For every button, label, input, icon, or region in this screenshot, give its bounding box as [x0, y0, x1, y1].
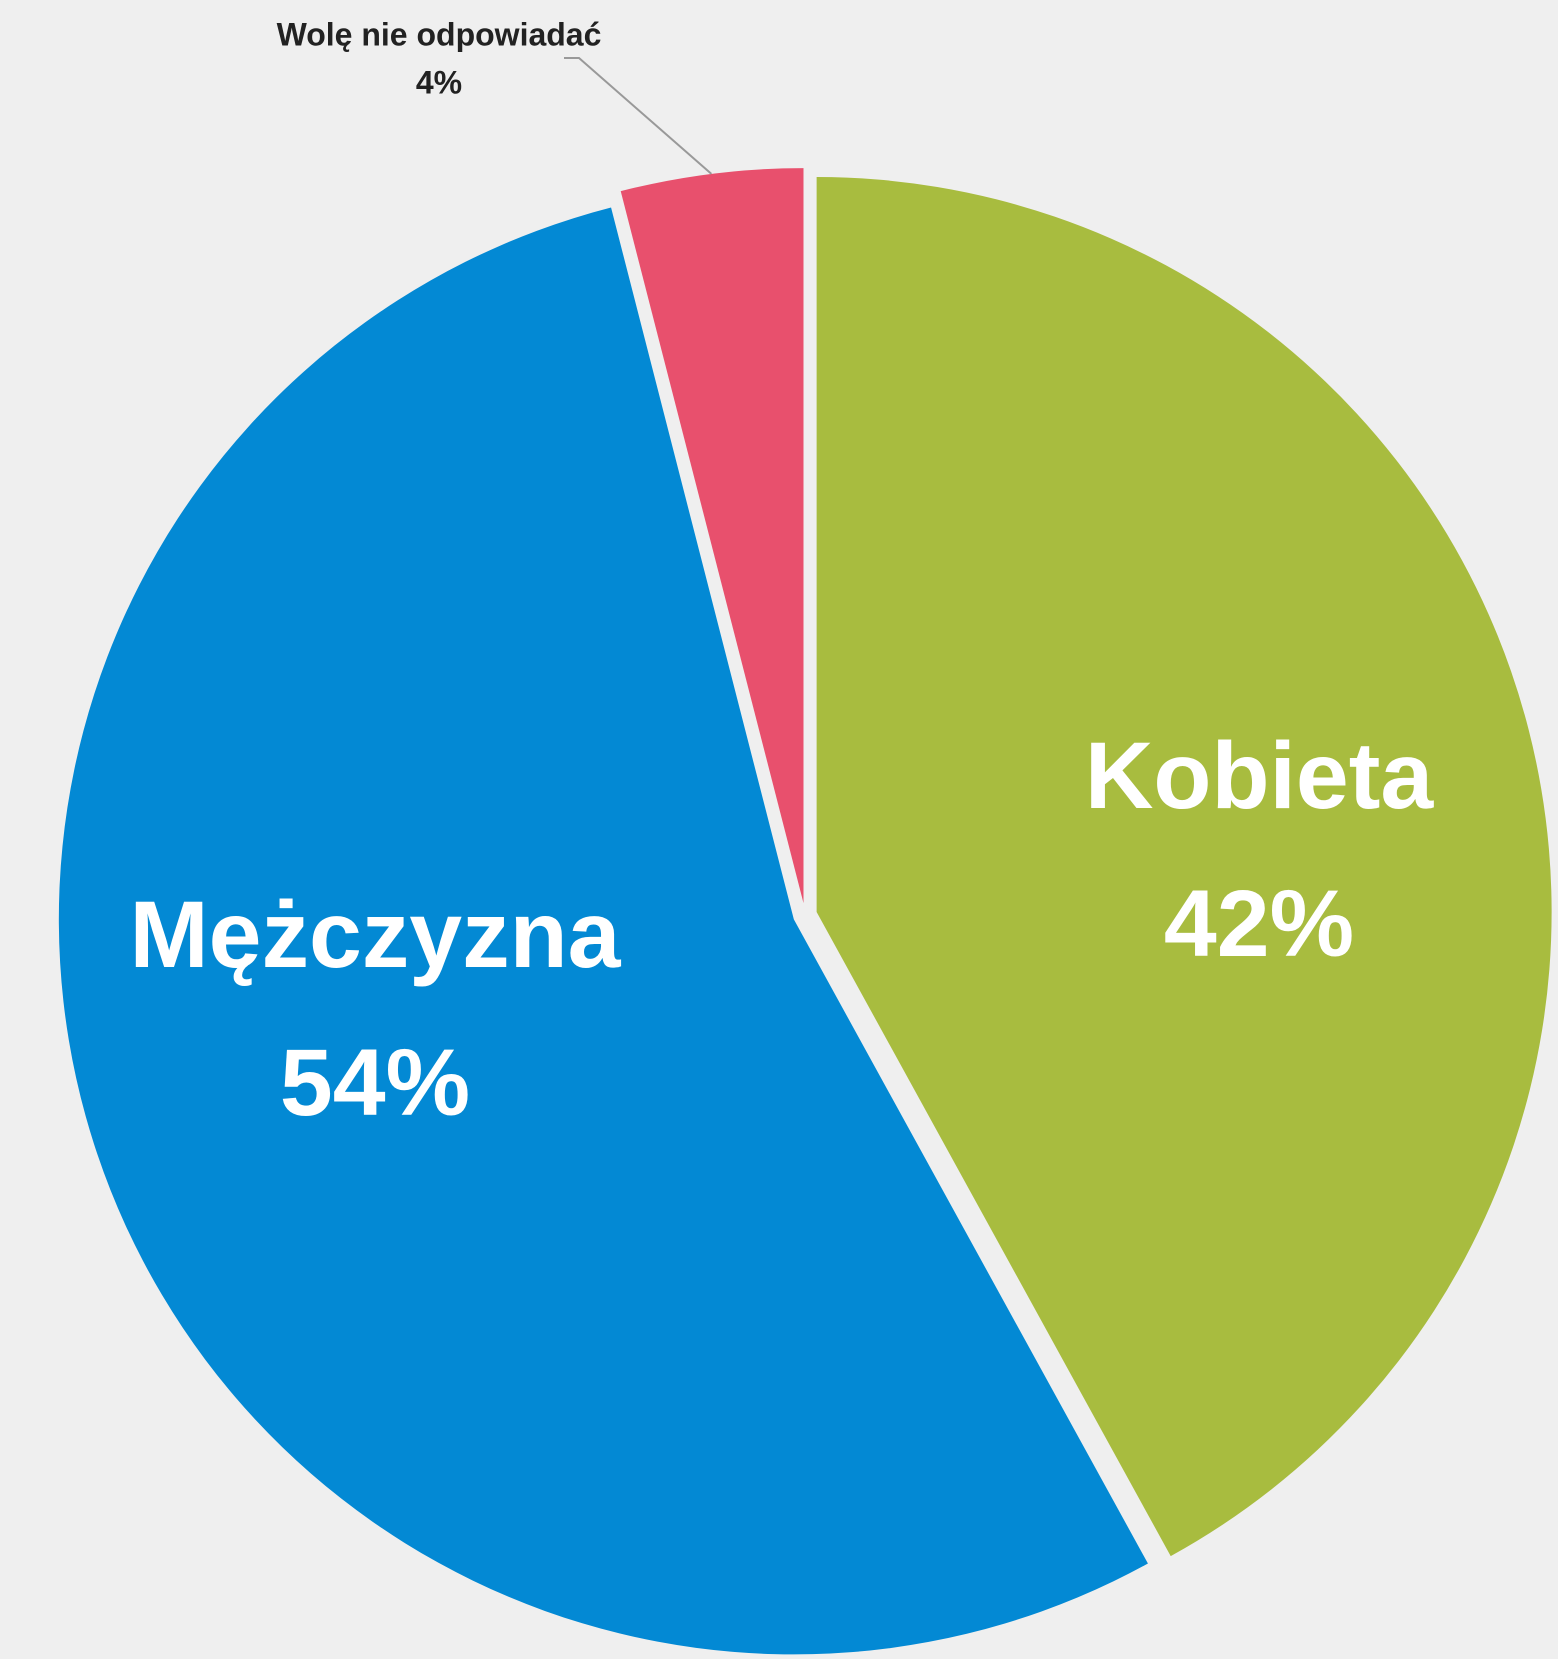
slice-value-label: 42% — [1164, 871, 1354, 977]
slice-label: Kobieta — [1085, 723, 1435, 829]
pie-slice — [620, 168, 804, 904]
slice-value-label: 54% — [280, 1030, 470, 1136]
slice-label: Wolę nie odpowiadać — [277, 16, 602, 52]
pie-slice — [58, 207, 1148, 1655]
leader-line — [564, 57, 713, 175]
slice-value-label: 4% — [416, 64, 462, 100]
slice-label: Mężczyzna — [129, 882, 621, 988]
pie-slice — [816, 177, 1552, 1557]
